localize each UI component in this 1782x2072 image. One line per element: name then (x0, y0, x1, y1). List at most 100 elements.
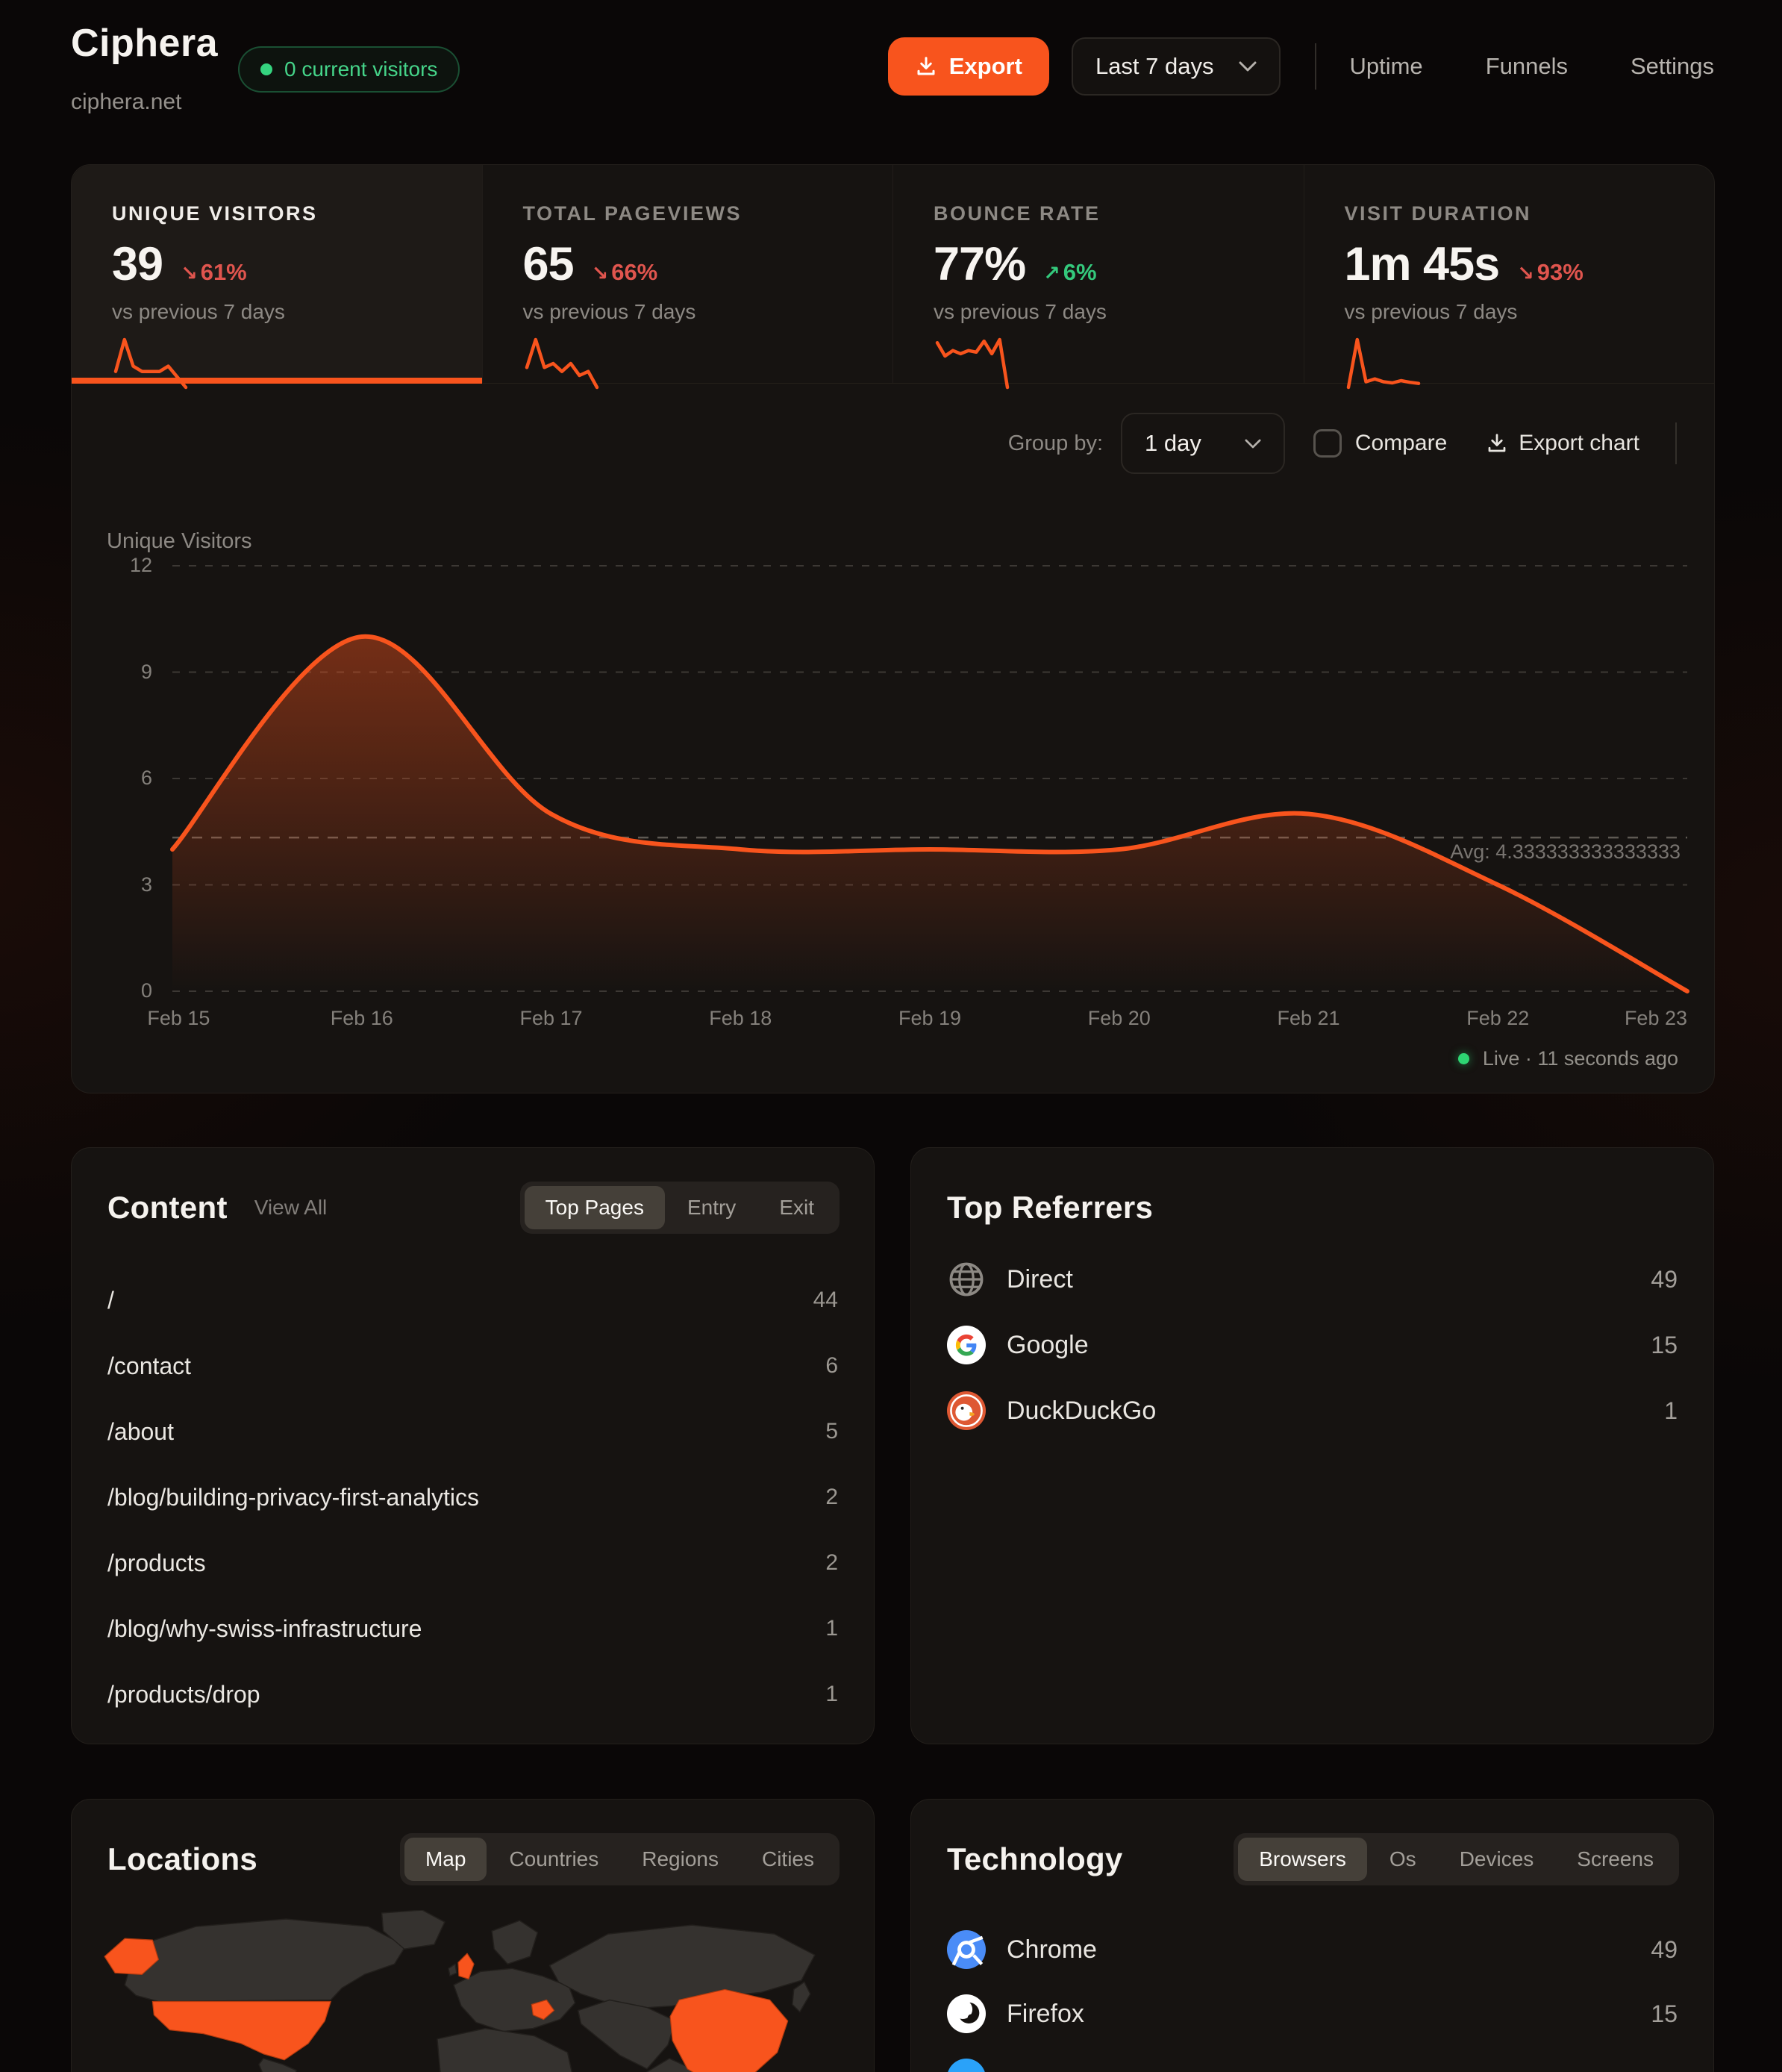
current-visitors-label: 0 current visitors (284, 57, 438, 81)
sparkline-chart (1346, 337, 1420, 390)
header-actions: Export Last 7 days Uptime Funnels Settin… (887, 37, 1714, 96)
site-name: Ciphera (71, 22, 219, 65)
x-tick-label: Feb 15 (147, 1007, 210, 1029)
compare-note: vs previous 7 days (522, 300, 696, 323)
export-chart-button[interactable]: Export chart (1519, 431, 1639, 455)
page-row[interactable]: /blog/why-swiss-infrastructure 1 (107, 1596, 838, 1661)
tab-top-pages[interactable]: Top Pages (524, 1186, 665, 1229)
browser-name: Firefox (1007, 1999, 1084, 2028)
nav-link-uptime[interactable]: Uptime (1349, 53, 1423, 79)
google-icon (947, 1326, 986, 1364)
browser-row[interactable]: Chrome 49 (947, 1917, 1678, 1982)
date-range-select[interactable]: Last 7 days (1071, 37, 1281, 96)
tab-os[interactable]: Os (1389, 1847, 1416, 1870)
tab-entry[interactable]: Entry (687, 1196, 737, 1219)
stat-value: 77% (934, 238, 1026, 290)
page-row[interactable]: /contact 6 (107, 1333, 838, 1399)
tab-screens[interactable]: Screens (1577, 1847, 1654, 1870)
x-tick-label: Feb 16 (330, 1007, 393, 1029)
stat-label: BOUNCE RATE (934, 202, 1101, 225)
firefox-icon (947, 1994, 986, 2033)
trend-arrow-icon: ↘ (181, 262, 198, 284)
country-china (669, 1988, 789, 2072)
page-count: 44 (813, 1288, 838, 1312)
tab-exit[interactable]: Exit (779, 1196, 814, 1219)
nav-link-funnels[interactable]: Funnels (1485, 53, 1568, 79)
chart-controls: Group by: 1 day Compare Export chart (1008, 413, 1677, 474)
stat-card-bounce-rate[interactable]: BOUNCE RATE 77% ↗ 6% vs previous 7 days (892, 165, 1304, 390)
x-axis-labels: Feb 15 Feb 16 Feb 17 Feb 18 Feb 19 Feb 20 Feb … (147, 1007, 1687, 1037)
browser-row-partially-visible[interactable] (947, 2046, 1678, 2072)
referrer-count: 15 (1651, 1331, 1678, 1358)
tab-browsers[interactable]: Browsers (1238, 1838, 1367, 1881)
export-button[interactable]: Export (887, 37, 1049, 96)
trend-arrow-icon: ↗ (1043, 262, 1060, 284)
compare-checkbox[interactable] (1313, 429, 1342, 458)
page-path: /blog/why-swiss-infrastructure (107, 1614, 422, 1642)
y-tick-label: 12 (129, 554, 152, 576)
group-by-label: Group by: (1007, 431, 1104, 455)
page-path: /blog/building-privacy-first-analytics (107, 1483, 479, 1511)
stats-row: UNIQUE VISITORS 39 ↘ 61% vs previous 7 da… (72, 165, 1715, 390)
country-romania (531, 1999, 555, 2020)
world-map[interactable] (84, 1909, 840, 2072)
nav-link-settings[interactable]: Settings (1630, 53, 1714, 79)
unique-visitors-chart[interactable] (170, 565, 1689, 993)
x-tick-label: Feb 18 (709, 1007, 772, 1029)
sparkline-chart (113, 337, 188, 390)
view-all-link[interactable]: View All (254, 1196, 328, 1219)
chevron-down-icon (1239, 61, 1257, 72)
y-tick-label: 0 (140, 979, 152, 1002)
referrer-row[interactable]: DuckDuckGo 1 (947, 1378, 1678, 1444)
chart-series-label: Unique Visitors (107, 529, 252, 553)
stat-card-visit-duration[interactable]: VISIT DURATION 1m 45s ↘ 93% vs previous 7… (1303, 165, 1715, 390)
globe-icon (949, 1262, 984, 1296)
controls-divider (1675, 422, 1677, 464)
stat-value: 39 (112, 238, 163, 290)
tab-countries[interactable]: Countries (509, 1847, 599, 1870)
page-count: 1 (825, 1616, 838, 1641)
page-row[interactable]: /products/drop 1 (107, 1661, 838, 1727)
page-count: 1 (825, 1682, 838, 1706)
x-tick-label: Feb 21 (1277, 1007, 1340, 1029)
tab-devices[interactable]: Devices (1459, 1847, 1534, 1870)
y-tick-label: 6 (140, 767, 152, 789)
chevron-down-icon (1245, 439, 1261, 448)
referrer-row[interactable]: Direct 49 (947, 1246, 1678, 1312)
stat-card-total-pageviews[interactable]: TOTAL PAGEVIEWS 65 ↘ 66% vs previous 7 da… (481, 165, 893, 390)
browser-count: 49 (1651, 1935, 1678, 1963)
trend-arrow-icon: ↘ (1517, 262, 1534, 284)
panel-title: Top Referrers (947, 1190, 1154, 1225)
page-row[interactable]: /blog/building-privacy-first-analytics 2 (107, 1464, 838, 1530)
site-domain: ciphera.net (71, 90, 182, 114)
referrer-row[interactable]: Google 15 (947, 1312, 1678, 1378)
group-by-value: 1 day (1145, 430, 1201, 456)
country-united-states (151, 2000, 331, 2061)
land-scandinavia (491, 1920, 539, 1965)
land-russia (548, 1924, 816, 2010)
tab-cities[interactable]: Cities (761, 1847, 814, 1870)
locations-panel: Locations Map Countries Regions Cities (71, 1799, 875, 2072)
trend-arrow-icon: ↘ (591, 262, 609, 284)
sparkline-chart (525, 337, 598, 390)
page-row[interactable]: /products 2 (107, 1530, 838, 1596)
sparkline-chart (935, 337, 1010, 390)
stat-card-unique-visitors[interactable]: UNIQUE VISITORS 39 ↘ 61% vs previous 7 da… (72, 165, 482, 390)
browser-name: Chrome (1007, 1935, 1097, 1964)
tab-regions[interactable]: Regions (642, 1847, 719, 1870)
page-row[interactable]: /about 5 (107, 1399, 838, 1464)
compare-label[interactable]: Compare (1354, 431, 1448, 455)
content-panel: Content View All Top Pages Entry Exit / 4… (71, 1147, 875, 1744)
group-by-select[interactable]: 1 day (1121, 413, 1285, 474)
page-row[interactable]: / 44 (107, 1267, 838, 1333)
current-visitors-badge[interactable]: 0 current visitors (238, 46, 460, 93)
tab-map[interactable]: Map (404, 1838, 487, 1881)
browser-row[interactable]: Firefox 15 (947, 1982, 1678, 2046)
x-tick-label: Feb 17 (519, 1007, 583, 1029)
stat-label: UNIQUE VISITORS (112, 202, 318, 225)
land-japan (791, 1981, 811, 2013)
download-icon[interactable] (1486, 432, 1508, 455)
stat-delta: ↘ 61% (181, 259, 247, 285)
stat-delta: ↗ 6% (1043, 259, 1097, 285)
